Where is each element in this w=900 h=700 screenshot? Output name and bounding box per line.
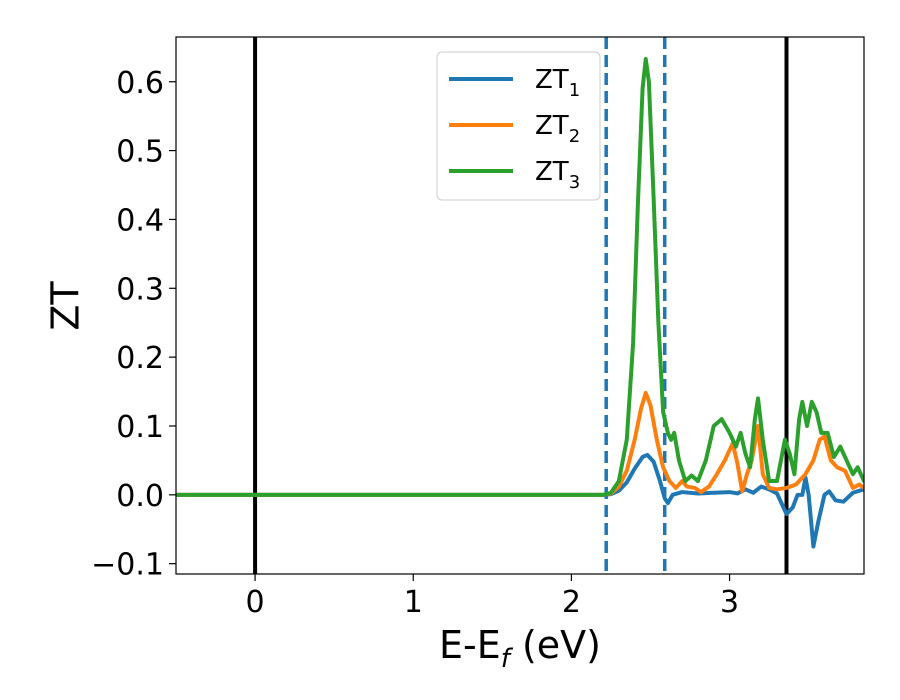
- y-tick-label: 0.6: [116, 66, 164, 101]
- plot-frame: [175, 36, 865, 575]
- y-tick-label: 0.3: [116, 272, 164, 307]
- legend-label-zt3: ZT3: [535, 157, 580, 193]
- legend-box: [436, 51, 601, 201]
- x-tick-label: 1: [404, 585, 423, 620]
- legend-label-zt1: ZT1: [535, 65, 580, 101]
- y-axis-label: ZT: [44, 281, 88, 331]
- series-lines: [176, 57, 864, 549]
- legend: ZT1 ZT2 ZT3: [436, 51, 601, 201]
- series-line-zt3: [176, 57, 864, 497]
- y-tick-label: 0.4: [116, 203, 164, 238]
- y-tick-label: −0.1: [91, 548, 164, 583]
- y-tick-label: 0.5: [116, 135, 164, 170]
- series-line-zt1: [176, 452, 864, 549]
- x-tick-label: 3: [720, 585, 739, 620]
- x-tick-label: 0: [246, 585, 265, 620]
- y-tick-label: 0.1: [116, 410, 164, 445]
- x-axis-label: E-Ef (eV): [439, 623, 601, 674]
- x-axis-ticks: 0 1 2 3: [246, 574, 739, 620]
- reference-lines: [253, 37, 789, 574]
- y-axis-ticks: −0.1 0.0 0.1 0.2 0.3 0.4 0.5 0.6: [91, 66, 176, 583]
- plot-content: [176, 37, 864, 574]
- y-tick-label: 0.2: [116, 341, 164, 376]
- legend-label-zt2: ZT2: [535, 111, 580, 147]
- x-tick-label: 2: [562, 585, 581, 620]
- y-tick-label: 0.0: [116, 479, 164, 514]
